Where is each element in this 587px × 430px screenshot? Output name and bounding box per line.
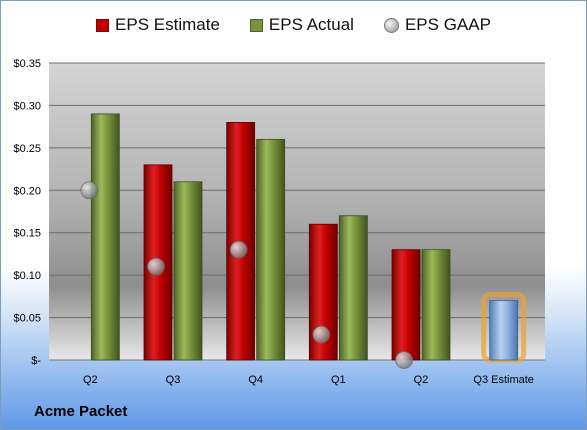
point-eps-gaap [395,351,413,369]
x-tick-label: Q1 [331,374,346,386]
legend-item-actual: EPS Actual [249,15,354,35]
y-tick-label: $0.30 [13,100,41,112]
point-eps-gaap [229,240,248,259]
legend-label-gaap: EPS GAAP [404,15,491,34]
bar-eps-actual [256,138,286,361]
bar-eps-actual [338,215,368,361]
point-eps-gaap [147,257,165,276]
bar-eps-estimate-forecast [489,300,519,361]
y-tick-label: $0.15 [13,228,41,240]
y-tick-label: $0.20 [13,185,41,197]
point-eps-gaap [80,181,99,200]
y-tick-label: $0.35 [13,58,41,70]
legend-swatch-estimate [96,18,110,32]
legend-item-estimate: EPS Estimate [96,15,220,35]
x-tick-label: Q2 [83,374,98,386]
legend-swatch-gaap [383,17,399,33]
y-tick-label: $0.05 [13,313,41,325]
bar-eps-estimate [226,122,256,361]
x-tick-label: Q2 [414,374,429,386]
y-tick-label: $- [31,355,41,367]
bar-eps-actual [173,181,203,361]
x-tick-label: Q3 [166,374,181,386]
company-name: Acme Packet [34,403,128,420]
legend-item-gaap: EPS GAAP [383,15,491,35]
x-tick-label: Q3 Estimate [473,374,534,386]
legend-label-estimate: EPS Estimate [115,15,220,34]
bar-eps-actual [421,249,451,361]
point-eps-gaap [312,325,331,344]
bar-eps-estimate [391,249,421,361]
legend: EPS Estimate EPS Actual EPS GAAP [1,15,586,35]
y-tick-label: $0.10 [13,270,41,282]
x-tick-label: Q4 [248,374,263,386]
legend-label-actual: EPS Actual [268,15,354,34]
plot-area [49,63,545,360]
bar-eps-actual [90,113,120,361]
legend-swatch-actual [249,18,263,32]
y-tick-label: $0.25 [13,143,41,155]
